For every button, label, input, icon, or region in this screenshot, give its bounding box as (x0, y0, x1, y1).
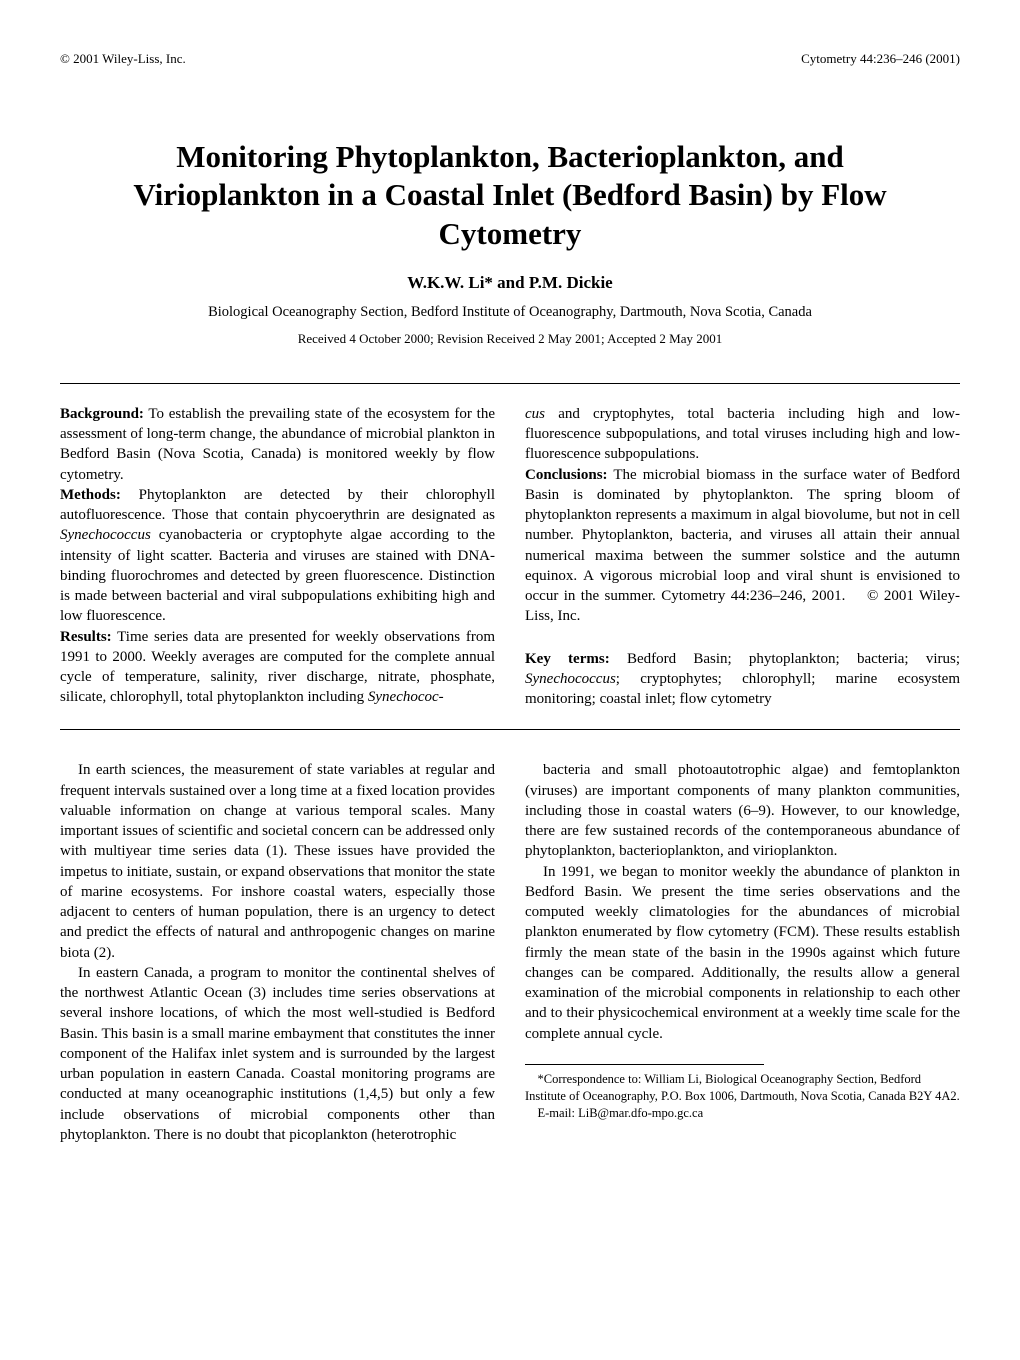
footnote-line-2: E-mail: LiB@mar.dfo-mpo.gc.ca (525, 1105, 960, 1122)
author-list: W.K.W. Li* and P.M. Dickie (60, 272, 960, 295)
conclusions-label: Conclusions: (525, 467, 608, 483)
body-paragraph-1: In earth sciences, the measurement of st… (60, 760, 495, 963)
keywords-italic-term: Synechococcus (525, 671, 616, 687)
body-right-column: bacteria and small photoautotrophic alga… (525, 760, 960, 1145)
body-paragraph-4: In 1991, we began to monitor weekly the … (525, 862, 960, 1044)
results-cont-italic: cus (525, 406, 545, 422)
abstract-container: Background: To establish the prevailing … (60, 383, 960, 731)
methods-text-1: Phytoplankton are detected by their chlo… (60, 487, 495, 523)
abstract-results: Results: Time series data are presented … (60, 627, 495, 708)
background-label: Background: (60, 406, 144, 422)
abstract-keywords: Key terms: Bedford Basin; phytoplankton;… (525, 649, 960, 710)
footnote-separator (525, 1064, 764, 1065)
article-title: Monitoring Phytoplankton, Bacterioplankt… (60, 138, 960, 254)
results-italic-term: Synechococ- (368, 689, 444, 705)
correspondence-footnote: *Correspondence to: William Li, Biologic… (525, 1071, 960, 1122)
article-dates: Received 4 October 2000; Revision Receiv… (60, 330, 960, 348)
keywords-text-1: Bedford Basin; phytoplankton; bacteria; … (610, 651, 960, 667)
journal-reference: Cytometry 44:236–246 (2001) (801, 50, 960, 68)
body-columns: In earth sciences, the measurement of st… (60, 760, 960, 1145)
keywords-label: Key terms: (525, 651, 610, 667)
results-label: Results: (60, 629, 112, 645)
abstract-methods: Methods: Phytoplankton are detected by t… (60, 485, 495, 627)
abstract-results-continued: cus and cryptophytes, total bacteria inc… (525, 404, 960, 465)
methods-italic-term: Synechococcus (60, 527, 151, 543)
footnote-line-1: *Correspondence to: William Li, Biologic… (525, 1071, 960, 1105)
abstract-right-column: cus and cryptophytes, total bacteria inc… (525, 404, 960, 710)
body-paragraph-2: In eastern Canada, a program to monitor … (60, 963, 495, 1145)
conclusions-text: The microbial biomass in the surface wat… (525, 467, 960, 605)
running-header: © 2001 Wiley-Liss, Inc. Cytometry 44:236… (60, 50, 960, 68)
results-cont-text: and cryptophytes, total bacteria includi… (525, 406, 960, 463)
abstract-conclusions: Conclusions: The microbial biomass in th… (525, 465, 960, 627)
abstract-background: Background: To establish the prevailing … (60, 404, 495, 485)
body-left-column: In earth sciences, the measurement of st… (60, 760, 495, 1145)
body-paragraph-3: bacteria and small photoautotrophic alga… (525, 760, 960, 861)
abstract-columns: Background: To establish the prevailing … (60, 404, 960, 710)
author-affiliation: Biological Oceanography Section, Bedford… (60, 303, 960, 323)
methods-label: Methods: (60, 487, 121, 503)
copyright-notice: © 2001 Wiley-Liss, Inc. (60, 50, 186, 68)
abstract-left-column: Background: To establish the prevailing … (60, 404, 495, 710)
